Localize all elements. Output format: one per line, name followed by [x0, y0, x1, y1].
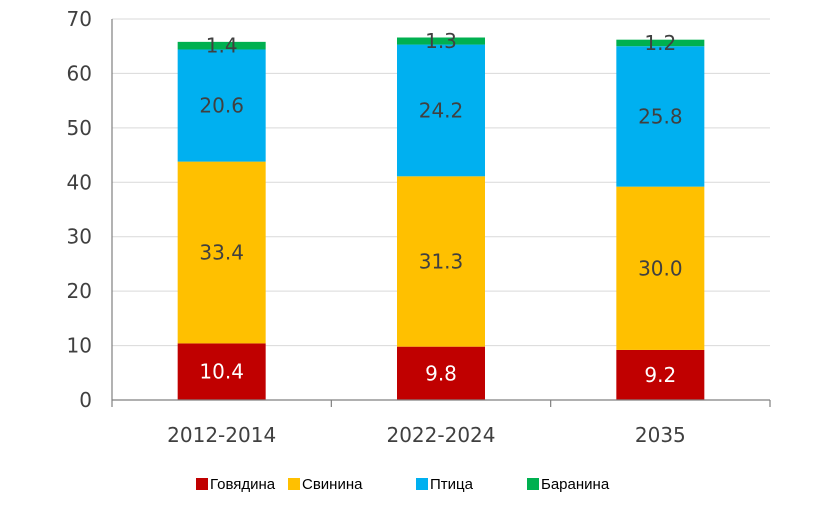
bar-segment: [397, 44, 485, 177]
legend-swatch: [196, 478, 208, 490]
data-label: 1.3: [425, 29, 457, 53]
y-tick-label: 50: [67, 116, 92, 140]
legend-label: Баранина: [541, 476, 610, 493]
x-category-label: 2035: [635, 423, 686, 447]
y-tick-label: 60: [67, 61, 92, 85]
legend-swatch: [288, 478, 300, 490]
bar-segment: [177, 343, 266, 400]
bar-segment: [177, 161, 266, 344]
axes: [111, 19, 771, 407]
legend-swatch: [416, 478, 428, 490]
y-tick-label: 30: [67, 225, 92, 249]
legend-swatch: [527, 478, 539, 490]
y-tick-label: 20: [67, 279, 92, 303]
bar-segment: [616, 349, 705, 400]
x-category-label: 2022-2024: [386, 423, 495, 447]
legend: Говядина Свинина Птица Баранина: [196, 476, 610, 493]
data-label: 9.8: [425, 361, 457, 385]
data-label: 1.4: [206, 34, 238, 58]
data-label: 25.8: [638, 104, 683, 128]
legend-label: Говядина: [210, 476, 276, 493]
x-category-label: 2012-2014: [167, 423, 276, 447]
y-tick-label: 10: [67, 334, 92, 358]
x-axis-categories: 2012-2014 2022-2024 2035: [167, 423, 686, 447]
legend-label: Птица: [430, 476, 474, 493]
bar-segment: [397, 37, 485, 45]
data-label: 1.2: [644, 31, 676, 55]
bar-segment: [397, 346, 485, 400]
data-label: 10.4: [199, 360, 244, 384]
data-label: 20.6: [199, 94, 244, 118]
bar-segment: [177, 41, 266, 50]
y-tick-label: 40: [67, 170, 92, 194]
bar-segment: [177, 49, 266, 162]
data-label: 30.0: [638, 256, 683, 280]
legend-label: Свинина: [302, 476, 363, 493]
bars: [177, 37, 705, 400]
bar-segment: [397, 176, 485, 347]
y-axis-ticks: 0 10 20 30 40 50 60 70: [67, 7, 92, 412]
data-labels: 10.4 33.4 20.6 1.4 9.8 31.3 24.2 1.3 9.2 30.0 25.8…: [199, 29, 682, 387]
bar-segment: [616, 186, 705, 350]
bar-segment: [616, 46, 705, 187]
data-label: 31.3: [419, 249, 464, 273]
data-label: 33.4: [199, 240, 244, 264]
bar-segment: [616, 39, 705, 47]
y-tick-label: 0: [79, 388, 92, 412]
y-tick-label: 70: [67, 7, 92, 31]
data-label: 24.2: [419, 98, 464, 122]
data-label: 9.2: [644, 363, 676, 387]
